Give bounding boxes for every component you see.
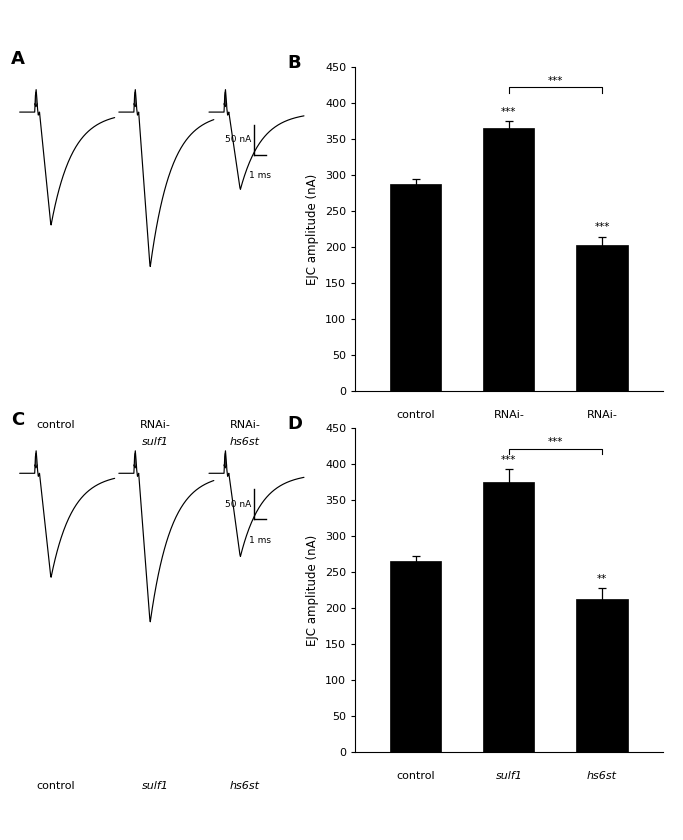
Text: sulf1: sulf1 <box>495 771 522 781</box>
Bar <box>484 129 534 391</box>
Text: **: ** <box>597 574 607 584</box>
Text: sulf1: sulf1 <box>495 433 522 443</box>
Y-axis label: EJC amplitude (nA): EJC amplitude (nA) <box>307 534 320 646</box>
Text: B: B <box>288 55 301 72</box>
Text: 50 nA: 50 nA <box>225 500 251 509</box>
Bar <box>576 599 628 752</box>
Text: 1 ms: 1 ms <box>249 171 271 181</box>
Text: ***: *** <box>548 76 563 86</box>
Text: sulf1: sulf1 <box>141 437 168 447</box>
Text: hs6st: hs6st <box>587 433 617 443</box>
Text: hs6st: hs6st <box>230 781 260 791</box>
Text: hs6st: hs6st <box>230 437 260 447</box>
Text: control: control <box>396 771 435 781</box>
Text: 50 nA: 50 nA <box>225 135 251 144</box>
Bar <box>390 184 441 391</box>
Y-axis label: EJC amplitude (nA): EJC amplitude (nA) <box>307 173 320 285</box>
Text: ***: *** <box>548 437 563 447</box>
Text: control: control <box>36 420 75 430</box>
Text: ***: *** <box>501 107 516 117</box>
Bar <box>484 482 534 752</box>
Text: A: A <box>11 50 25 68</box>
Text: RNAi-: RNAi- <box>587 410 617 420</box>
Text: RNAi-: RNAi- <box>229 420 260 430</box>
Text: 1 ms: 1 ms <box>249 536 271 545</box>
Text: control: control <box>36 781 75 791</box>
Text: ***: *** <box>501 455 516 465</box>
Text: ***: *** <box>594 223 610 233</box>
Text: D: D <box>288 416 303 433</box>
Bar <box>390 561 441 752</box>
Text: hs6st: hs6st <box>587 771 617 781</box>
Text: RNAi-: RNAi- <box>493 410 525 420</box>
Text: sulf1: sulf1 <box>141 781 168 791</box>
Text: control: control <box>396 410 435 420</box>
Text: C: C <box>11 411 24 429</box>
Bar <box>576 245 628 391</box>
Text: RNAi-: RNAi- <box>139 420 170 430</box>
